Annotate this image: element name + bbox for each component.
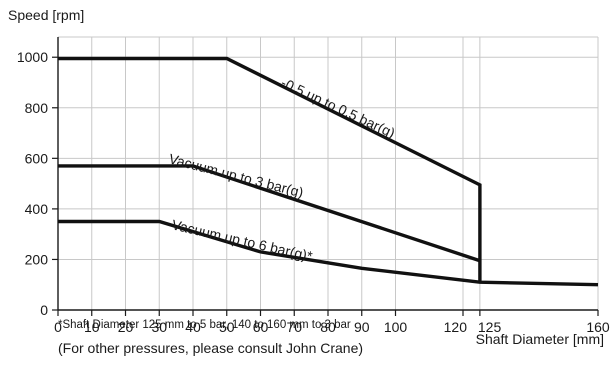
x-tick-label: 0 [54,319,62,335]
chart-footnote: *Shaft Diameter 125 mm to 5 bar, 140 to … [58,319,351,331]
x-tick-label: 120 [444,319,468,335]
axes [52,37,599,316]
x-tick-label: 40 [185,319,201,335]
series-lines [58,56,599,287]
x-tick-label: 90 [354,319,370,335]
y-tick-label: 1000 [17,49,48,65]
series-line-1 [58,164,481,263]
x-tick-label: 100 [384,319,408,335]
x-tick-label: 30 [151,319,167,335]
y-tick-label: 200 [25,251,49,267]
y-tick-label: 0 [40,302,48,318]
x-tick-label: 60 [253,319,269,335]
grid [58,36,599,310]
y-tick-label: 600 [25,150,49,166]
y-tick-label: 400 [25,201,49,217]
x-tick-label: 80 [320,319,336,335]
y-tick-label: 800 [25,100,49,116]
x-tick-label: 160 [586,319,610,335]
x-axis-title: Shaft Diameter [mm] [476,331,604,347]
tick-labels: 0 200 400 600 800 1000 0 10 20 30 40 50 60 70 80 90 100 1… [17,49,610,335]
curve-labels: -0.5 up to 0.5 bar(g) Vacuum up to 3 bar… [167,74,397,264]
consult-note: (For other pressures, please consult Joh… [58,340,364,356]
x-tick-label: 20 [118,319,134,335]
x-tick-label: 10 [84,319,100,335]
y-axis-title: Speed [rpm] [8,7,84,23]
x-tick-label: 70 [286,319,302,335]
x-tick-label: 50 [219,319,235,335]
series-label-2: Vacuum up to 6 bar(g)* [170,216,314,264]
series-line-2 [58,219,599,287]
x-tick-label: 125 [478,319,502,335]
series-line-0 [58,56,482,283]
